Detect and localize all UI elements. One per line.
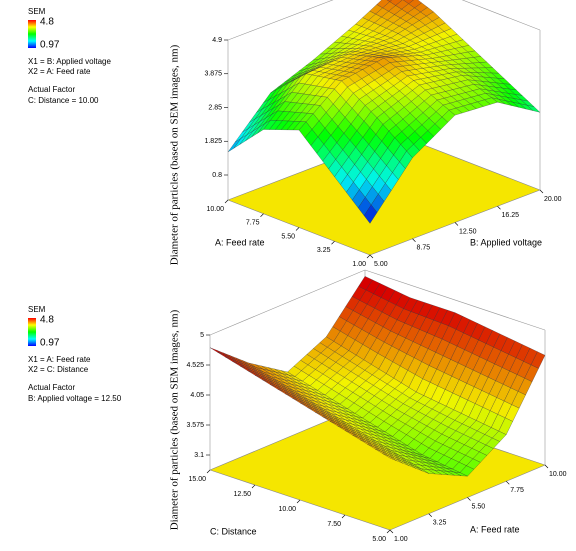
x1-tick-label: 5.50 <box>472 503 486 510</box>
colorbar-max: 4.8 <box>40 315 54 326</box>
legend-line: X2 = A: Feed rate <box>28 67 91 76</box>
x1-tick <box>428 513 432 517</box>
colorbar <box>28 20 36 48</box>
x2-axis-label: A: Feed rate <box>215 237 265 247</box>
legend-line: C: Distance = 10.00 <box>28 96 99 105</box>
legend-title: SEM <box>28 305 46 314</box>
wall-edge <box>461 0 541 31</box>
x2-tick-label: 1.00 <box>352 261 366 268</box>
x2-tick-label: 15.00 <box>188 476 206 483</box>
surface-patch <box>382 453 397 461</box>
x2-tick <box>341 514 346 519</box>
x2-tick-label: 7.75 <box>246 220 260 227</box>
legend-line: Actual Factor <box>28 85 75 94</box>
surface-patch <box>363 204 378 224</box>
x2-tick-label: 3.25 <box>317 247 331 254</box>
x1-tick <box>539 189 544 194</box>
x1-tick-label: 10.00 <box>549 471 567 478</box>
wall-edge <box>227 0 334 41</box>
legend-line: X1 = B: Applied voltage <box>28 57 112 66</box>
x1-tick <box>369 254 374 259</box>
x1-tick-label: 3.25 <box>433 520 447 527</box>
colorbar-min: 0.97 <box>40 40 60 51</box>
x1-tick <box>389 529 394 534</box>
x1-tick <box>412 238 416 242</box>
x1-tick <box>497 206 501 210</box>
colorbar-max: 4.8 <box>40 17 54 28</box>
wall-edge <box>364 269 546 331</box>
x1-tick-label: 12.50 <box>459 228 477 235</box>
x1-axis-label: A: Feed rate <box>470 524 520 534</box>
z-tick-label: 0.8 <box>212 172 222 179</box>
x2-tick <box>295 227 300 231</box>
x1-tick-label: 8.75 <box>417 245 431 252</box>
x2-tick <box>224 199 229 204</box>
x1-tick-label: 1.00 <box>394 536 408 543</box>
wall-edge <box>209 269 366 336</box>
legend-title: SEM <box>28 7 46 16</box>
surface <box>209 276 546 477</box>
x2-tick <box>251 484 256 489</box>
colorbar-min: 0.97 <box>40 338 60 349</box>
x2-tick-label: 10.00 <box>206 206 224 213</box>
x1-tick-label: 20.00 <box>544 196 562 203</box>
surface-patch <box>209 347 225 355</box>
colorbar <box>28 318 36 346</box>
surface <box>227 0 541 224</box>
legend-line: X1 = A: Feed rate <box>28 355 91 364</box>
x2-tick <box>386 529 391 534</box>
z-tick-label: 4.9 <box>212 37 222 44</box>
x1-tick <box>467 497 471 501</box>
x2-tick <box>331 241 335 245</box>
x2-tick <box>260 213 264 217</box>
x1-tick <box>544 464 549 469</box>
z-tick-label: 3.575 <box>186 422 204 429</box>
x2-tick-label: 5.50 <box>281 233 295 240</box>
x1-axis-label: B: Applied voltage <box>470 237 542 247</box>
legend-line: B: Applied voltage = 12.50 <box>28 394 122 403</box>
legend-line: Actual Factor <box>28 383 75 392</box>
z-tick-label: 4.525 <box>186 362 204 369</box>
x2-tick <box>206 469 211 474</box>
z-axis-label: Diameter of particles (based on SEM imag… <box>169 309 181 530</box>
z-tick-label: 3.875 <box>204 71 222 78</box>
x1-tick <box>454 222 459 226</box>
x1-tick <box>506 481 510 485</box>
z-tick-label: 4.05 <box>190 392 204 399</box>
x2-tick-label: 12.50 <box>233 491 251 498</box>
x1-tick-label: 16.25 <box>502 212 520 219</box>
z-tick-label: 2.85 <box>208 104 222 111</box>
x2-tick <box>296 499 301 504</box>
surface-patch <box>216 350 231 358</box>
z-tick-label: 5 <box>200 332 204 339</box>
x2-tick <box>366 254 371 259</box>
z-tick-label: 1.825 <box>204 138 222 145</box>
z-tick-label: 3.1 <box>194 452 204 459</box>
x1-tick-label: 7.75 <box>510 487 524 494</box>
x2-tick-label: 10.00 <box>278 506 296 513</box>
z-axis-label: Diameter of particles (based on SEM imag… <box>169 44 181 265</box>
x2-tick-label: 5.00 <box>372 536 386 543</box>
x2-tick-label: 7.50 <box>327 521 341 528</box>
legend-line: X2 = C: Distance <box>28 365 89 374</box>
x1-tick-label: 5.00 <box>374 261 388 268</box>
x2-axis-label: C: Distance <box>210 526 257 536</box>
surface-patch <box>386 0 392 2</box>
surface-patch <box>227 138 242 153</box>
